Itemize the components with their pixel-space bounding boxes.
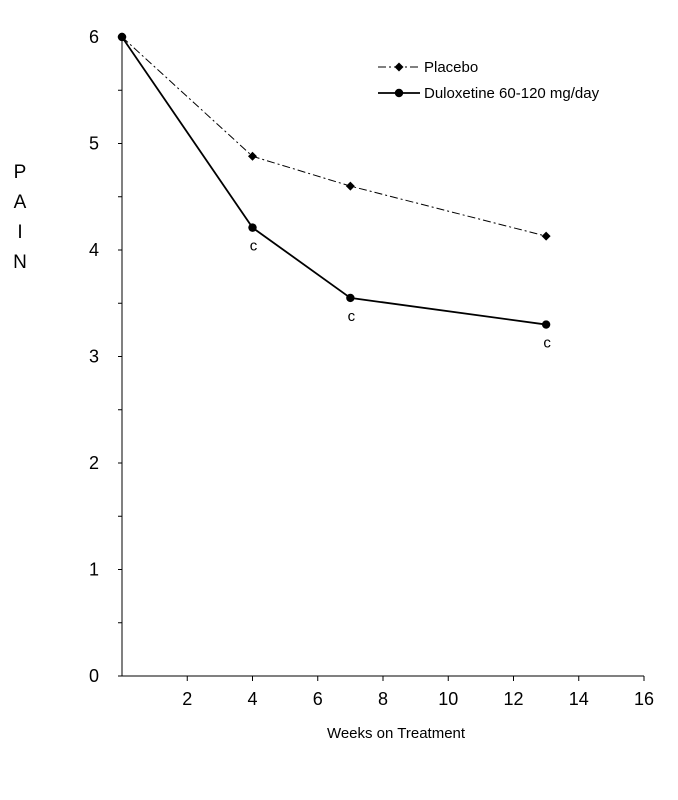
y-tick-label: 0 bbox=[89, 666, 99, 686]
y-tick-label: 5 bbox=[89, 134, 99, 154]
x-tick-label: 10 bbox=[438, 689, 458, 709]
legend-circle-marker bbox=[394, 88, 404, 98]
x-axis-ticks: 2 4 6 8 10 12 14 16 bbox=[182, 676, 654, 709]
y-tick-label: 6 bbox=[89, 27, 99, 47]
x-tick-label: 8 bbox=[378, 689, 388, 709]
duloxetine-point bbox=[541, 320, 551, 329]
legend-label: Duloxetine 60-120 mg/day bbox=[424, 85, 600, 102]
x-tick-label: 4 bbox=[247, 689, 257, 709]
y-tick-label: 2 bbox=[89, 453, 99, 473]
annotations: c c c bbox=[250, 238, 552, 352]
significance-annotation: c bbox=[250, 238, 258, 255]
duloxetine-point bbox=[248, 223, 257, 232]
x-tick-label: 16 bbox=[634, 689, 654, 709]
y-tick-label: 4 bbox=[89, 240, 99, 260]
duloxetine-point bbox=[346, 293, 355, 303]
x-tick-label: 6 bbox=[313, 689, 323, 709]
x-tick-label: 14 bbox=[569, 689, 589, 709]
duloxetine-point bbox=[117, 32, 127, 42]
y-axis-ticks: 0 1 2 3 4 5 6 bbox=[89, 27, 122, 686]
placebo-point bbox=[345, 181, 355, 191]
legend-diamond-marker bbox=[394, 62, 404, 72]
series-layer bbox=[117, 32, 551, 329]
significance-annotation: c bbox=[543, 335, 551, 352]
significance-annotation: c bbox=[348, 308, 356, 325]
series-line-placebo bbox=[121, 36, 547, 237]
y-tick-label: 3 bbox=[89, 347, 99, 367]
x-tick-label: 2 bbox=[182, 689, 192, 709]
x-axis-title: Weeks on Treatment bbox=[327, 725, 466, 742]
legend-label: Placebo bbox=[424, 59, 478, 76]
x-tick-label: 12 bbox=[503, 689, 523, 709]
series-line-duloxetine bbox=[121, 36, 547, 326]
y-tick-label: 1 bbox=[89, 560, 99, 580]
placebo-point bbox=[248, 151, 257, 161]
legend: Placebo Duloxetine 60-120 mg/day bbox=[378, 59, 600, 102]
placebo-point bbox=[541, 231, 551, 241]
